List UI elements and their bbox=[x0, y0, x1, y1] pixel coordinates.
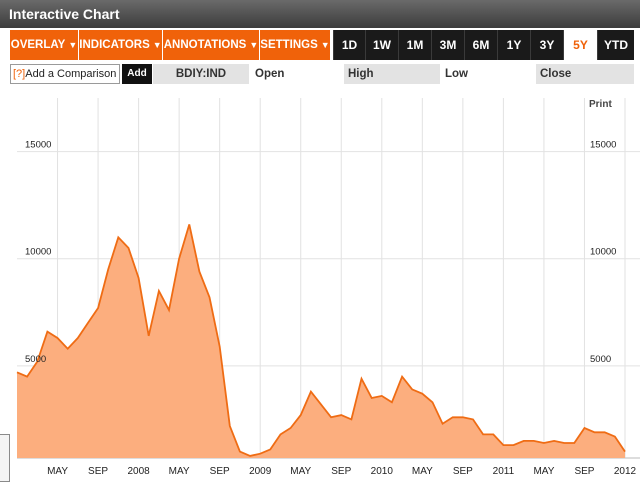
help-icon[interactable]: [?] bbox=[13, 68, 26, 80]
range-1w-button[interactable]: 1W bbox=[365, 30, 398, 60]
y-axis: 5000 5000 10000 10000 15000 15000 bbox=[25, 140, 616, 365]
x-tick-label: 2012 bbox=[614, 466, 637, 477]
x-tick-label: SEP bbox=[210, 466, 230, 477]
add-comparison-button[interactable]: Add bbox=[122, 64, 152, 84]
settings-menu-label: SETTINGS bbox=[260, 39, 318, 51]
range-1m-button[interactable]: 1M bbox=[398, 30, 431, 60]
overlay-menu[interactable]: OVERLAY ▼ bbox=[10, 30, 79, 60]
x-tick-label: SEP bbox=[331, 466, 351, 477]
settings-menu[interactable]: SETTINGS ▼ bbox=[260, 30, 331, 60]
low-field: Low bbox=[445, 68, 468, 80]
y-tick-label-left: 15000 bbox=[25, 140, 51, 151]
y-tick-label-left: 5000 bbox=[25, 354, 46, 365]
y-tick-label-right: 5000 bbox=[590, 354, 611, 365]
x-tick-label: MAY bbox=[169, 466, 190, 477]
chevron-down-icon: ▼ bbox=[152, 40, 162, 50]
x-tick-label: 2008 bbox=[127, 466, 150, 477]
x-tick-label: 2009 bbox=[249, 466, 272, 477]
high-field: High bbox=[344, 64, 440, 84]
x-tick-label: 2010 bbox=[371, 466, 394, 477]
price-line bbox=[16, 224, 626, 457]
indicators-menu[interactable]: INDICATORS ▼ bbox=[79, 30, 163, 60]
range-5y-button[interactable]: 5Y bbox=[563, 30, 597, 60]
price-area bbox=[17, 224, 625, 458]
x-tick-label: MAY bbox=[533, 466, 554, 477]
chevron-down-icon: ▼ bbox=[249, 40, 259, 50]
x-tick-label: SEP bbox=[88, 466, 108, 477]
x-tick-label: SEP bbox=[574, 466, 594, 477]
y-tick-label-left: 10000 bbox=[25, 247, 51, 258]
annotations-menu-label: ANNOTATIONS bbox=[163, 39, 247, 51]
y-tick-label-right: 15000 bbox=[590, 140, 616, 151]
comparison-input[interactable]: [?]Add a Comparison bbox=[10, 64, 120, 84]
range-6m-button[interactable]: 6M bbox=[464, 30, 497, 60]
x-axis: MAY SEP 2008 MAY SEP 2009 MAY SEP 2010 MAY SEP 2011… bbox=[47, 466, 636, 477]
x-tick-label: MAY bbox=[290, 466, 311, 477]
range-1y-button[interactable]: 1Y bbox=[497, 30, 530, 60]
print-link[interactable]: Print bbox=[589, 99, 612, 110]
y-tick-label-right: 10000 bbox=[590, 247, 616, 258]
open-field: Open bbox=[255, 68, 285, 80]
indicators-menu-label: INDICATORS bbox=[79, 39, 150, 51]
x-tick-label: MAY bbox=[47, 466, 68, 477]
symbol-label: BDIY:IND bbox=[153, 64, 249, 84]
range-3y-button[interactable]: 3Y bbox=[530, 30, 563, 60]
range-3m-button[interactable]: 3M bbox=[431, 30, 464, 60]
comparison-bar: [?]Add a Comparison Add BDIY:IND Open Hi… bbox=[0, 62, 640, 86]
x-tick-label: MAY bbox=[412, 466, 433, 477]
window-title: Interactive Chart bbox=[0, 0, 640, 28]
toolbar: OVERLAY ▼ INDICATORS ▼ ANNOTATIONS ▼ SETTIN… bbox=[0, 30, 640, 60]
comparison-label: Add a Comparison bbox=[25, 68, 117, 80]
chevron-down-icon: ▼ bbox=[320, 40, 330, 50]
range-1d-button[interactable]: 1D bbox=[333, 30, 365, 60]
overlay-menu-label: OVERLAY bbox=[10, 39, 66, 51]
annotations-menu[interactable]: ANNOTATIONS ▼ bbox=[163, 30, 260, 60]
side-scroll-handle[interactable] bbox=[0, 434, 10, 482]
range-ytd-button[interactable]: YTD bbox=[597, 30, 634, 60]
x-tick-label: 2011 bbox=[493, 466, 515, 477]
x-tick-label: SEP bbox=[453, 466, 473, 477]
chevron-down-icon: ▼ bbox=[68, 40, 78, 50]
close-field: Close bbox=[536, 64, 634, 84]
